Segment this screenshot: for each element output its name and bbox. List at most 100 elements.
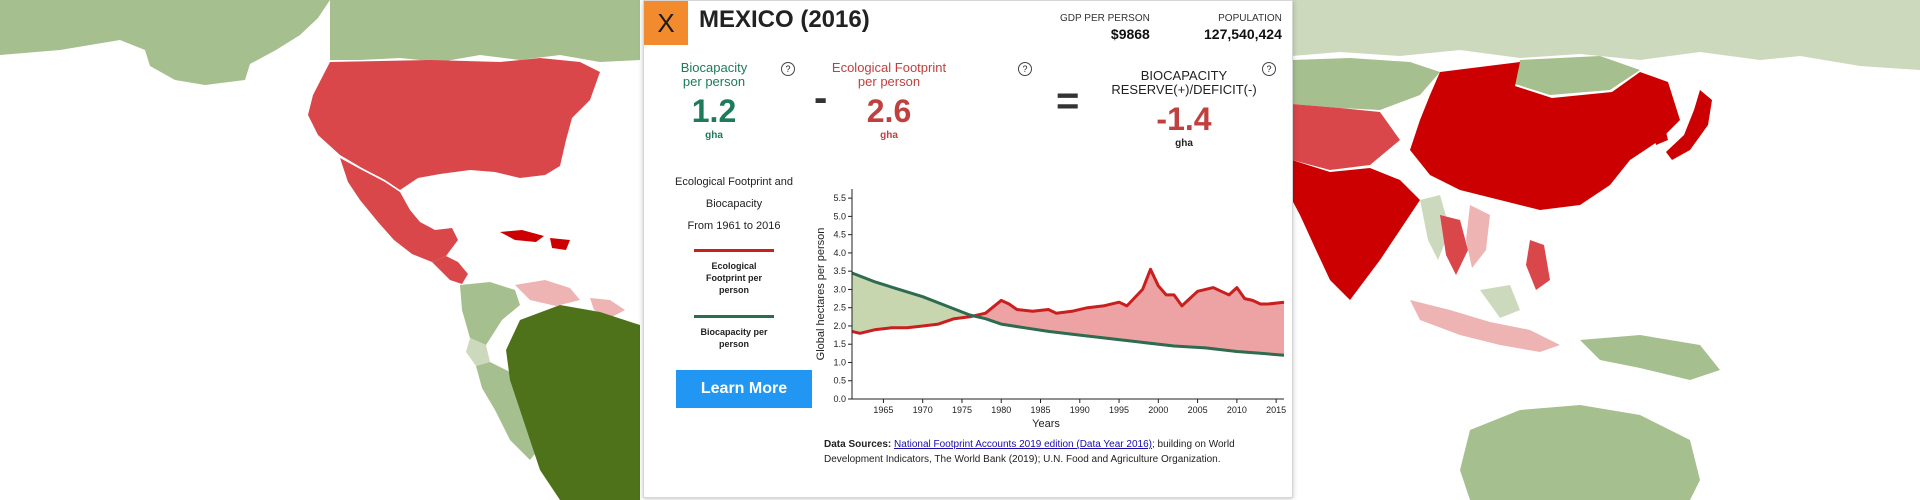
x-tick-label: 1975 [952,405,972,415]
map-region-mongolia[interactable] [1515,56,1640,95]
legend-biocapacity-swatch [694,315,774,318]
gdp-value: $9868 [1110,26,1150,42]
legend-footprint: Ecological Footprint per person [664,260,804,296]
reserve-unit: gha [1175,138,1193,149]
y-tick-label: 2.0 [833,321,846,331]
legend-footprint-line2: Footprint per [706,273,762,283]
learn-more-button[interactable]: Learn More [676,370,812,408]
biocapacity-metric: Biocapacity per person 1.2 gha [634,60,794,142]
biocapacity-value: 1.2 [691,93,737,129]
biocapacity-series-line [851,271,1285,357]
x-axis-label: Years [1032,418,1060,430]
sources-text: ; building on World Development Indicato… [824,439,1235,465]
footprint-label-line1: Ecological Footprint [831,60,947,75]
map-region-usa[interactable] [308,58,600,190]
map-region-korea[interactable] [1650,115,1668,145]
gdp-stat: GDP PER PERSON $9868 [1060,13,1150,42]
y-tick-label: 4.5 [833,230,846,240]
legend-biocapacity: Biocapacity per person [664,326,804,350]
x-tick-label: 2005 [1188,405,1208,415]
map-region-japan[interactable] [1666,90,1712,160]
y-tick-label: 4.0 [833,248,846,258]
country-title: MEXICO (2016) [699,6,870,33]
map-region-caribbean-a[interactable] [500,230,544,242]
population-value: 127,540,424 [1204,26,1282,42]
legend-footprint-line1: Ecological [711,261,757,271]
map-region-myanmar[interactable] [1420,195,1450,260]
map-region-ecuador[interactable] [466,338,490,366]
map-region-china[interactable] [1410,62,1680,210]
map-region-canada-west[interactable] [0,0,330,85]
map-region-australia[interactable] [1460,405,1700,500]
sources-link[interactable]: National Footprint Accounts 2019 edition… [894,439,1152,450]
map-region-philippines[interactable] [1526,240,1550,290]
x-tick-label: 1980 [991,405,1011,415]
reserve-metric: BIOCAPACITY RESERVE(+)/DEFICIT(-) -1.4 g… [1099,68,1269,150]
chart-description-line2: Biocapacity [705,198,763,210]
map-region-malaysia-indonesia[interactable] [1410,300,1560,352]
reserve-label-line1: BIOCAPACITY [1140,68,1228,83]
map-region-guianas[interactable] [590,298,625,318]
y-tick-label: 0.5 [833,376,846,386]
biocapacity-unit: gha [705,130,723,141]
reserve-value: -1.4 [1156,101,1212,137]
y-tick-label: 1.5 [833,339,846,349]
legend-biocapacity-line2: person [718,339,749,349]
legend-biocapacity-line1: Biocapacity per [700,327,768,337]
map-region-central-america[interactable] [432,256,468,284]
chart-description-line3: From 1961 to 2016 [687,220,781,232]
biocapacity-label-line1: Biocapacity [680,60,748,75]
map-region-borneo[interactable] [1480,285,1520,318]
population-label: POPULATION [1218,13,1282,24]
y-tick-label: 2.5 [833,303,846,313]
map-region-venezuela[interactable] [515,280,580,306]
y-tick-label: 5.0 [833,211,846,221]
data-sources: Data Sources: National Footprint Account… [824,437,1284,467]
country-info-panel: X MEXICO (2016) GDP PER PERSON $9868 POP… [643,0,1293,498]
footprint-unit: gha [880,130,898,141]
footprint-value: 2.6 [866,93,912,129]
footprint-metric: Ecological Footprint per person 2.6 gha [804,60,974,142]
reserve-info-icon[interactable]: ? [1262,62,1276,76]
x-tick-label: 2010 [1227,405,1247,415]
map-region-brazil[interactable] [506,305,640,500]
sources-label: Data Sources: [824,439,892,450]
population-stat: POPULATION 127,540,424 [1204,13,1282,42]
minus-operator: - [814,76,828,120]
chart-description: Ecological Footprint and Biocapacity Fro… [664,171,804,237]
biocapacity-label-line2: per person [682,74,746,89]
x-tick-label: 1985 [1030,405,1050,415]
legend-footprint-swatch [694,249,774,252]
map-region-vietnam[interactable] [1466,205,1490,268]
map-region-new-guinea[interactable] [1580,335,1720,380]
map-region-kazakhstan[interactable] [1292,58,1440,110]
map-region-canada-east[interactable] [330,0,640,62]
y-axis-label: Global hectares per person [815,228,827,361]
y-tick-label: 5.5 [833,193,846,203]
footprint-series-line [851,267,1285,335]
legend-footprint-line3: person [718,285,749,295]
x-tick-label: 1990 [1070,405,1090,415]
map-region-bolivia[interactable] [546,432,580,490]
map-region-central-asia[interactable] [1292,104,1400,170]
y-tick-label: 3.0 [833,284,846,294]
y-tick-label: 0.0 [833,394,846,404]
equals-operator: = [1056,79,1080,123]
footprint-info-icon[interactable]: ? [1018,62,1032,76]
map-region-caribbean-b[interactable] [550,238,570,250]
footprint-biocapacity-chart: 0.0 0.5 1.0 1.5 2.0 2.5 3.0 3.5 4.0 4.5 5.0 5.5 1965… [815,189,1286,430]
chart-description-line1: Ecological Footprint and [674,176,793,188]
map-region-india[interactable] [1292,160,1420,300]
y-tick-label: 3.5 [833,266,846,276]
close-button[interactable]: X [644,1,688,45]
map-region-russia-north[interactable] [1292,0,1920,70]
gdp-label: GDP PER PERSON [1060,13,1150,24]
y-tick-label: 1.0 [833,357,846,367]
reserve-label-line2: RESERVE(+)/DEFICIT(-) [1111,82,1257,97]
map-region-colombia[interactable] [460,282,520,345]
map-region-mexico[interactable] [340,158,458,262]
map-region-thailand[interactable] [1440,215,1468,275]
biocapacity-info-icon[interactable]: ? [781,62,795,76]
x-tick-label: 2000 [1148,405,1168,415]
